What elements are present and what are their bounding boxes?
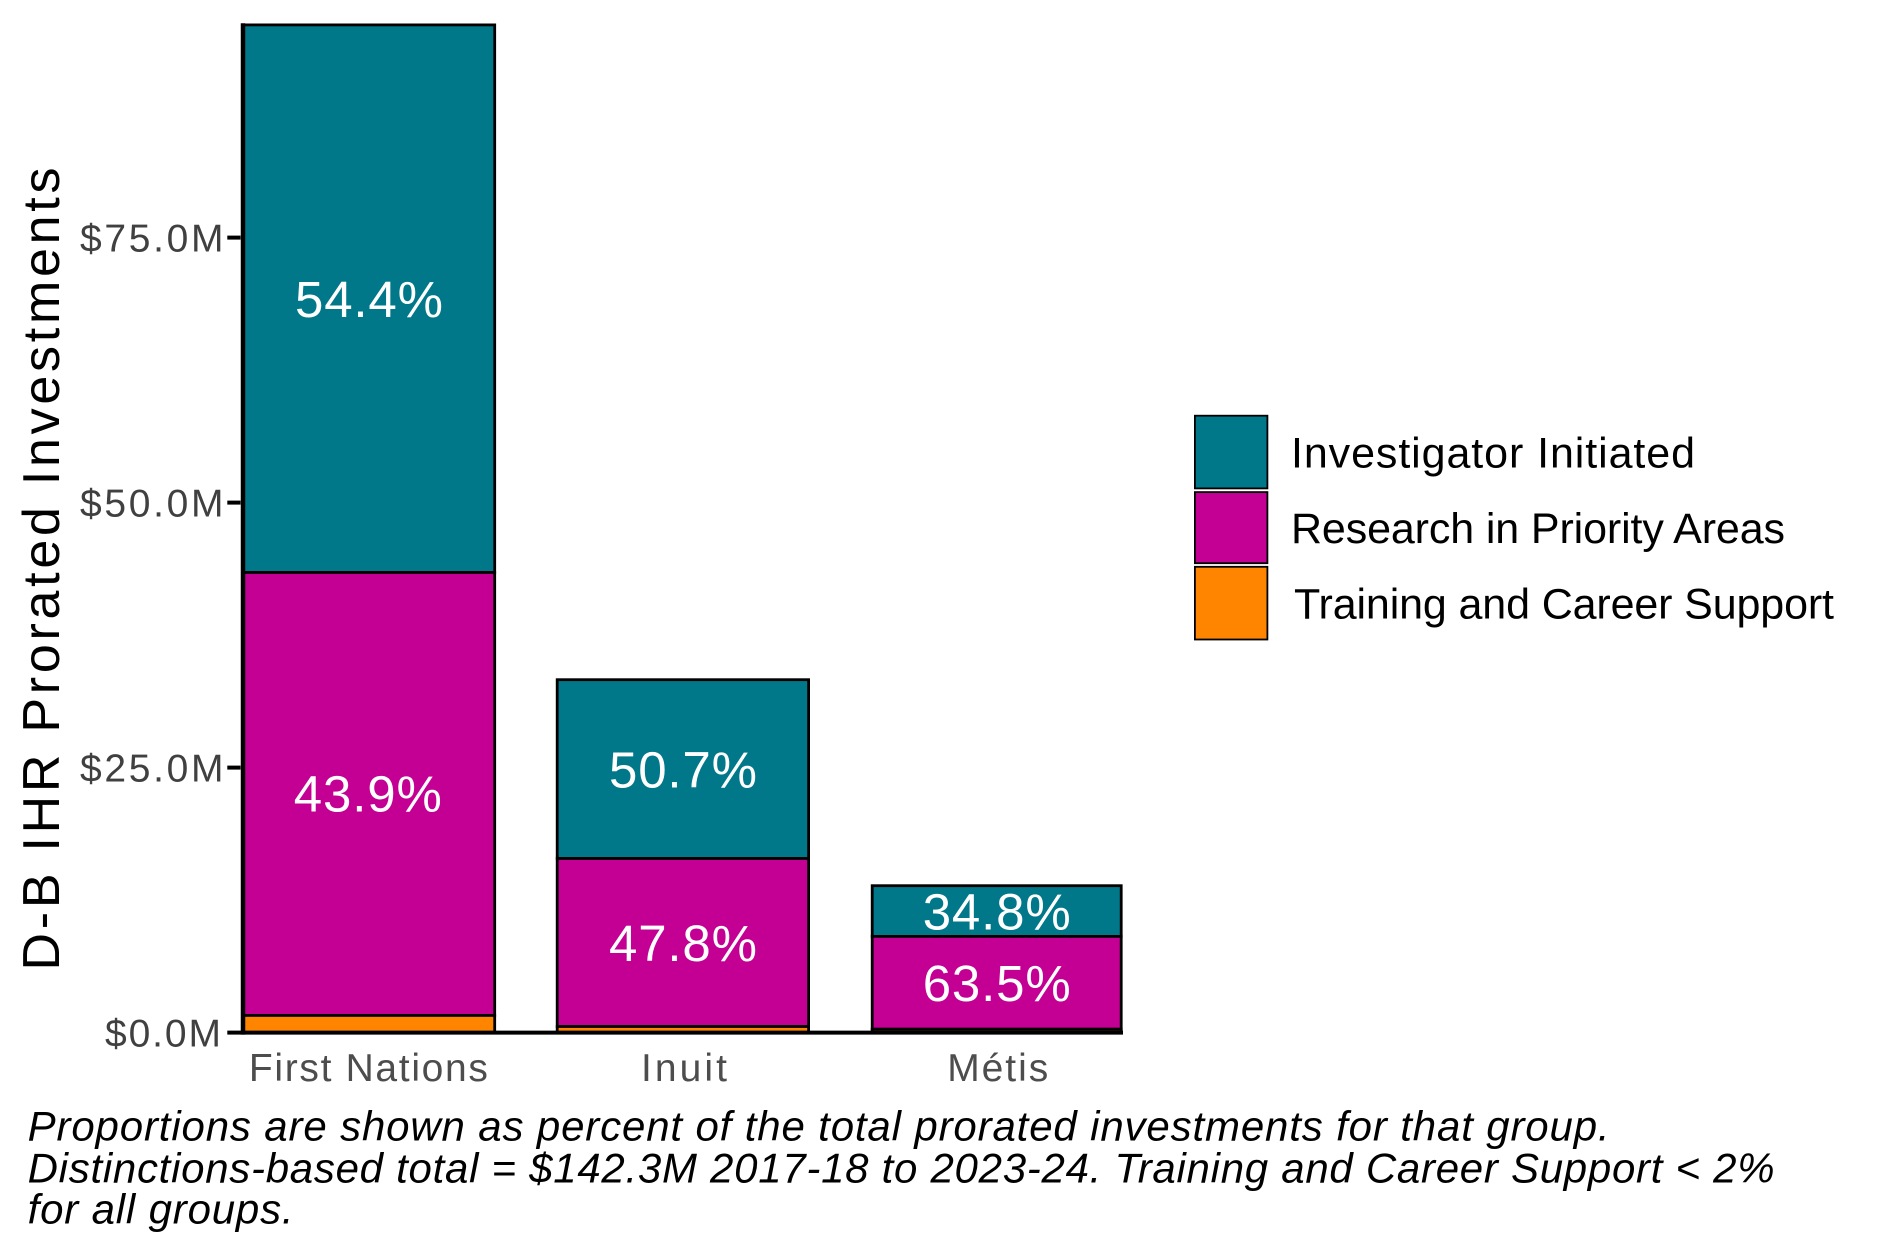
svg-text:First Nations: First Nations (249, 1047, 488, 1090)
svg-text:47.8%: 47.8% (609, 915, 757, 972)
svg-text:34.8%: 34.8% (923, 883, 1071, 940)
svg-text:Proportions are shown as perce: Proportions are shown as percent of the … (28, 1102, 1610, 1149)
svg-text:D-B IHR Prorated Investments: D-B IHR Prorated Investments (13, 168, 71, 971)
svg-text:43.9%: 43.9% (294, 766, 442, 823)
svg-text:50.7%: 50.7% (609, 741, 757, 798)
svg-text:Inuit: Inuit (641, 1047, 727, 1090)
svg-text:$0.0M: $0.0M (105, 1013, 221, 1056)
svg-text:54.4%: 54.4% (295, 271, 443, 328)
svg-text:Métis: Métis (947, 1047, 1048, 1090)
svg-text:Distinctions-based total = $14: Distinctions-based total = $142.3M 2017-… (28, 1144, 1775, 1191)
svg-text:Research in Priority Areas: Research in Priority Areas (1291, 505, 1785, 553)
svg-text:for all groups.: for all groups. (28, 1185, 294, 1232)
svg-text:63.5%: 63.5% (923, 955, 1071, 1012)
svg-text:Investigator Initiated: Investigator Initiated (1291, 429, 1695, 477)
svg-text:Training and Career Support: Training and Career Support (1294, 580, 1834, 628)
